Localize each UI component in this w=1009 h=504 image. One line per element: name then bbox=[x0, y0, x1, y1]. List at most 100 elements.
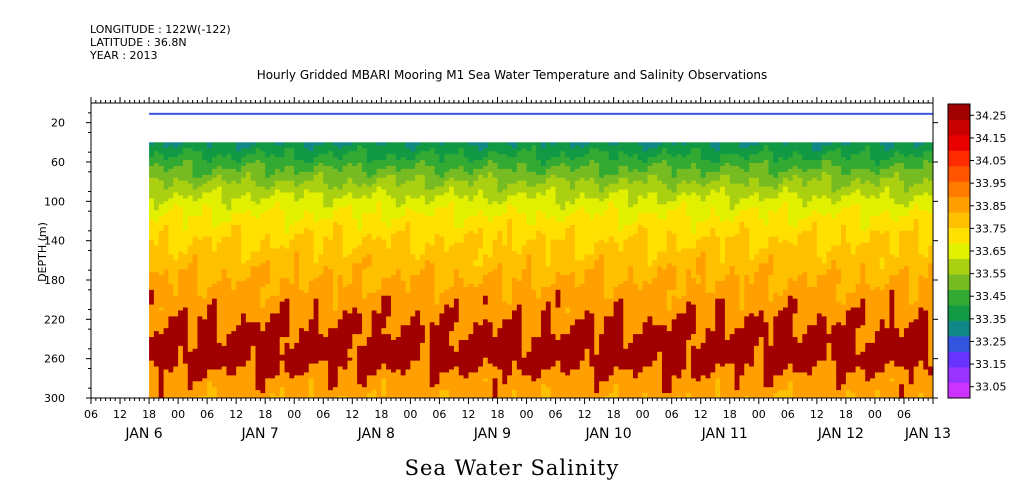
salinity-cell bbox=[250, 360, 257, 365]
salinity-cell bbox=[313, 280, 320, 285]
salinity-cell bbox=[202, 372, 208, 376]
salinity-cell bbox=[265, 289, 271, 294]
salinity-cell bbox=[294, 168, 300, 173]
salinity-cell bbox=[279, 390, 286, 394]
salinity-cell bbox=[241, 272, 247, 276]
salinity-cell bbox=[245, 351, 252, 356]
salinity-cell bbox=[318, 216, 324, 220]
salinity-cell bbox=[289, 227, 295, 232]
salinity-cell bbox=[182, 328, 189, 332]
salinity-cell bbox=[274, 292, 281, 297]
salinity-cell bbox=[250, 342, 257, 347]
salinity-cell bbox=[202, 328, 208, 332]
salinity-cell bbox=[163, 221, 170, 226]
salinity-cell bbox=[318, 310, 324, 315]
salinity-cell bbox=[289, 278, 295, 282]
salinity-cell bbox=[313, 162, 320, 167]
salinity-cell bbox=[178, 342, 184, 347]
salinity-cell bbox=[221, 298, 228, 303]
salinity-cell bbox=[202, 280, 208, 285]
salinity-cell bbox=[270, 180, 276, 185]
salinity-cell bbox=[168, 275, 174, 279]
salinity-cell bbox=[241, 177, 247, 182]
salinity-cell bbox=[226, 319, 232, 323]
salinity-cell bbox=[202, 313, 208, 317]
salinity-cell bbox=[187, 286, 194, 291]
salinity-cell bbox=[318, 328, 324, 332]
salinity-cell bbox=[294, 266, 300, 270]
salinity-cell bbox=[270, 325, 276, 329]
salinity-cell bbox=[163, 366, 170, 371]
salinity-cell bbox=[308, 283, 315, 288]
salinity-cell bbox=[265, 248, 271, 253]
salinity-cell bbox=[197, 272, 203, 276]
salinity-cell bbox=[245, 387, 252, 391]
salinity-cell bbox=[197, 207, 203, 211]
salinity-cell bbox=[158, 337, 165, 341]
salinity-cell bbox=[158, 393, 165, 397]
salinity-cell bbox=[192, 342, 199, 347]
salinity-cell bbox=[308, 289, 315, 294]
salinity-cell bbox=[241, 387, 247, 391]
salinity-cell bbox=[158, 366, 165, 371]
salinity-cell bbox=[303, 348, 310, 353]
salinity-cell bbox=[231, 357, 237, 362]
salinity-cell bbox=[168, 292, 174, 297]
salinity-cell bbox=[328, 151, 334, 155]
salinity-cell bbox=[313, 339, 320, 344]
salinity-cell bbox=[192, 236, 199, 241]
salinity-cell bbox=[265, 363, 271, 368]
salinity-cell bbox=[221, 254, 228, 258]
salinity-cell bbox=[158, 213, 165, 217]
salinity-cell bbox=[241, 201, 247, 205]
salinity-cell bbox=[260, 221, 266, 226]
salinity-cell bbox=[158, 310, 165, 315]
salinity-cell bbox=[294, 219, 300, 223]
salinity-cell bbox=[284, 390, 290, 394]
salinity-cell bbox=[299, 266, 305, 270]
salinity-cell bbox=[241, 174, 247, 179]
salinity-cell bbox=[323, 351, 329, 356]
salinity-cell bbox=[173, 384, 179, 388]
salinity-cell bbox=[284, 310, 290, 315]
salinity-cell bbox=[226, 263, 232, 267]
salinity-cell bbox=[274, 263, 281, 267]
salinity-cell bbox=[279, 286, 286, 291]
salinity-cell bbox=[313, 325, 320, 329]
salinity-cell bbox=[294, 339, 300, 344]
salinity-cell bbox=[284, 372, 290, 376]
salinity-cell bbox=[323, 337, 329, 341]
salinity-cell bbox=[231, 236, 237, 241]
salinity-cell bbox=[163, 145, 170, 149]
salinity-cell bbox=[221, 357, 228, 362]
salinity-cell bbox=[211, 354, 218, 359]
salinity-cell bbox=[318, 307, 324, 312]
salinity-cell bbox=[173, 245, 179, 250]
salinity-cell bbox=[149, 325, 155, 329]
salinity-cell bbox=[163, 236, 170, 241]
salinity-cell bbox=[197, 224, 203, 229]
salinity-cell bbox=[313, 286, 320, 291]
salinity-cell bbox=[168, 360, 174, 365]
salinity-cell bbox=[178, 148, 184, 152]
salinity-cell bbox=[187, 154, 194, 158]
salinity-cell bbox=[173, 233, 179, 238]
salinity-cell bbox=[168, 177, 174, 182]
salinity-cell bbox=[163, 213, 170, 217]
salinity-cell bbox=[202, 165, 208, 170]
salinity-cell bbox=[241, 322, 247, 326]
salinity-cell bbox=[187, 145, 194, 149]
salinity-cell bbox=[202, 177, 208, 182]
salinity-cell bbox=[289, 263, 295, 267]
salinity-cell bbox=[250, 216, 257, 220]
salinity-cell bbox=[182, 251, 189, 256]
salinity-cell bbox=[245, 378, 252, 382]
salinity-cell bbox=[250, 322, 257, 326]
salinity-cell bbox=[197, 280, 203, 285]
salinity-cell bbox=[192, 369, 199, 374]
salinity-cell bbox=[236, 213, 242, 217]
salinity-cell bbox=[303, 378, 310, 382]
salinity-cell bbox=[250, 224, 257, 229]
salinity-cell bbox=[299, 224, 305, 229]
salinity-cell bbox=[260, 278, 266, 282]
